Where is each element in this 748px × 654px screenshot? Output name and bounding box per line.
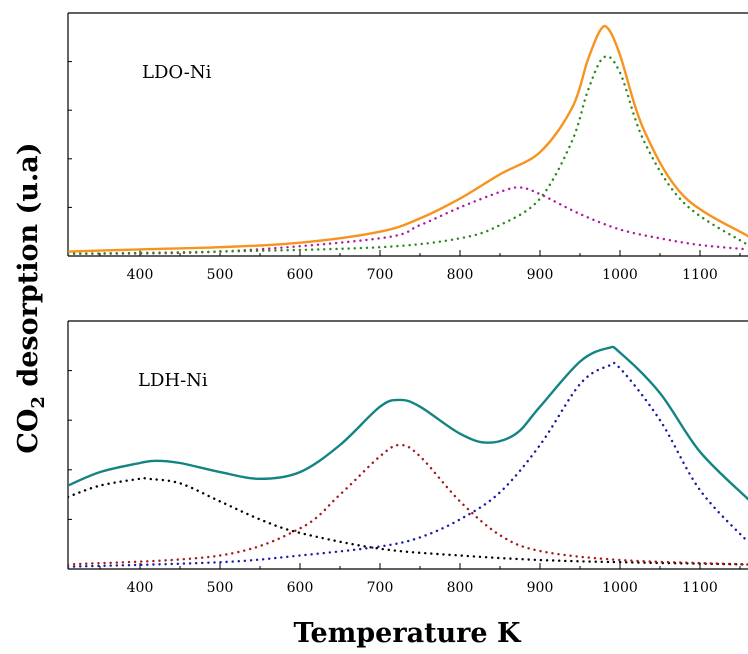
panel-label-2: LDH-Ni [138, 370, 208, 391]
fitted-peak-curve-3 [68, 55, 748, 255]
fitted-peak-curve-3 [68, 443, 748, 566]
y-axis-title: CO2 desorption (u.a) [13, 142, 49, 453]
panel-2: 400 500 600 700 800 900 1000 1100 LDH-Ni [67, 320, 748, 596]
y-axis-title-subscript: 2 [28, 396, 49, 409]
series-group [68, 345, 748, 568]
y-axis-title-pre: CO [13, 409, 44, 454]
x-tick-label-700: 700 [367, 580, 394, 596]
total-curve-1 [68, 24, 748, 253]
fitted-peak-curve-4 [68, 361, 748, 568]
x-tick-label-1000: 1000 [602, 267, 638, 283]
series-group [68, 24, 748, 255]
panel-label-1: LDO-Ni [142, 62, 212, 83]
x-tick-label-400: 400 [127, 580, 154, 596]
x-tick-label-1100: 1100 [682, 580, 718, 596]
x-tick-label-500: 500 [207, 580, 234, 596]
x-tick-label-400: 400 [127, 267, 154, 283]
y-axis-title-post: desorption (u.a) [13, 142, 44, 396]
x-tick-label-1100: 1100 [682, 267, 718, 283]
x-tick-label-600: 600 [287, 580, 314, 596]
x-tick-label-800: 800 [447, 580, 474, 596]
x-tick-label-900: 900 [527, 267, 554, 283]
x-tick-label-1000: 1000 [602, 580, 638, 596]
fitted-peak-curve-2 [68, 186, 748, 255]
x-tick-label-900: 900 [527, 580, 554, 596]
total-curve-1 [68, 345, 748, 501]
fitted-peak-curve-2 [68, 476, 748, 566]
x-tick-label-600: 600 [287, 267, 314, 283]
panel-1: 400 500 600 700 800 900 1000 1100 LDO-Ni [67, 12, 748, 283]
x-axis-title: Temperature K [294, 618, 522, 649]
x-tick-label-500: 500 [207, 267, 234, 283]
x-tick-label-800: 800 [447, 267, 474, 283]
x-tick-label-700: 700 [367, 267, 394, 283]
